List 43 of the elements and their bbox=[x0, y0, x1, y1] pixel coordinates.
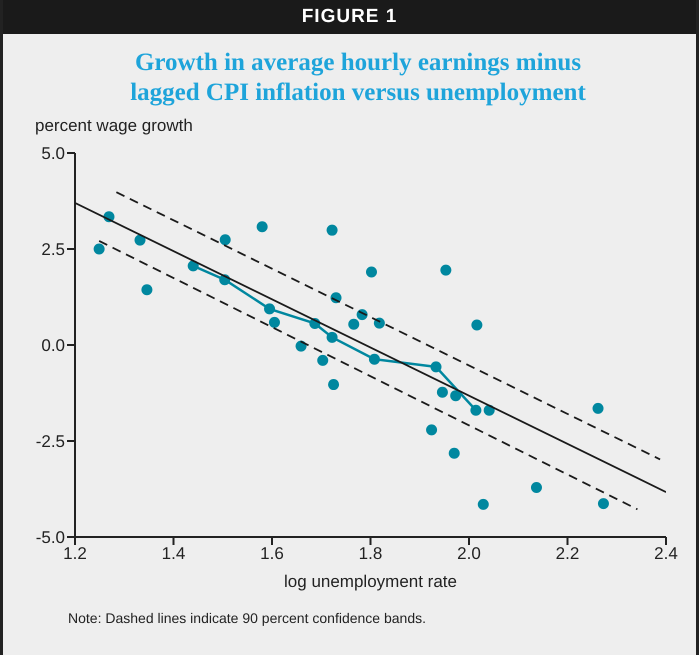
point bbox=[264, 303, 276, 314]
y-tick-label: 2.5 bbox=[41, 240, 65, 260]
point bbox=[220, 234, 231, 246]
point bbox=[471, 320, 482, 331]
chart-subtitle: FIGURE 1 bbox=[3, 0, 696, 34]
x-axis-title: log unemployment rate bbox=[283, 572, 458, 592]
point bbox=[134, 234, 146, 246]
y-axis-title: percent wage growth bbox=[35, 116, 193, 136]
x-tick-label: 1.8 bbox=[358, 544, 382, 564]
point bbox=[440, 264, 452, 276]
point bbox=[326, 224, 338, 236]
point bbox=[430, 361, 442, 372]
y-tick-label: -2.5 bbox=[36, 432, 65, 452]
point bbox=[592, 402, 604, 414]
point bbox=[530, 482, 542, 493]
y-tick-label: 0.0 bbox=[41, 336, 65, 356]
point bbox=[448, 448, 460, 459]
x-tick-label: 1.6 bbox=[260, 544, 284, 564]
y-tick-label: 5.0 bbox=[41, 144, 65, 164]
point bbox=[326, 332, 338, 343]
point bbox=[598, 498, 609, 510]
point bbox=[268, 316, 280, 328]
y-tick-label: -5.0 bbox=[36, 528, 65, 548]
point bbox=[141, 284, 152, 296]
point bbox=[368, 354, 380, 365]
point bbox=[317, 354, 328, 366]
point bbox=[426, 424, 438, 436]
point bbox=[94, 244, 105, 254]
point bbox=[478, 498, 489, 510]
x-tick-label: 2.4 bbox=[654, 544, 678, 564]
point bbox=[256, 221, 268, 232]
x-tick-label: 1.2 bbox=[63, 544, 87, 564]
x-tick-label: 2.2 bbox=[556, 544, 580, 564]
point bbox=[328, 379, 340, 390]
text: Note: Dashed lines indicate 90 percent confidence bands. bbox=[68, 610, 426, 626]
x-tick-label: 1.4 bbox=[162, 544, 186, 564]
point bbox=[470, 404, 482, 416]
point bbox=[436, 386, 448, 398]
chart-title: Growth in average hourly earnings minus lagged CPI inflation versus unemployment bbox=[129, 48, 587, 108]
point bbox=[348, 318, 360, 330]
point bbox=[366, 266, 377, 278]
point bbox=[450, 390, 462, 402]
x-tick-label: 2.0 bbox=[457, 544, 481, 564]
